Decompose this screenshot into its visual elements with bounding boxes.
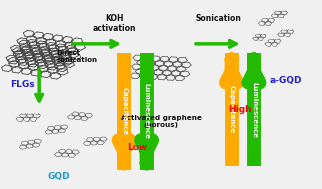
Text: Sonication: Sonication [196, 14, 242, 23]
Text: Direct
sonication: Direct sonication [57, 50, 98, 64]
Text: High: High [228, 105, 251, 114]
Text: Luminescence: Luminescence [251, 81, 257, 138]
Text: Activated graphene
(porous): Activated graphene (porous) [120, 115, 202, 128]
Text: KOH
activation: KOH activation [93, 14, 136, 33]
Text: GQD: GQD [47, 172, 70, 181]
Text: a-GQD: a-GQD [270, 76, 302, 85]
Text: Capacitance: Capacitance [229, 85, 234, 134]
Text: Capacitance: Capacitance [121, 87, 127, 136]
Text: Low: Low [127, 143, 147, 152]
Text: FLGs: FLGs [10, 80, 35, 89]
Text: Luminescence: Luminescence [144, 83, 150, 139]
